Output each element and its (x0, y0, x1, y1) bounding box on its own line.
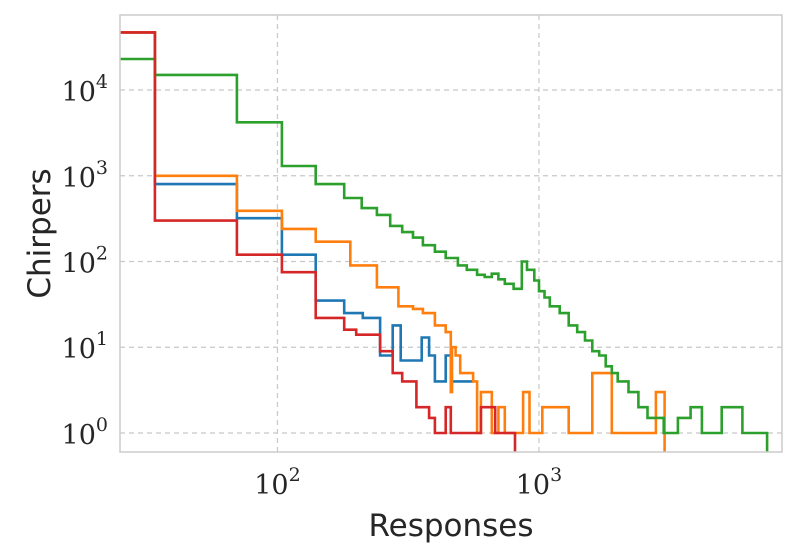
y-axis-ticks: 104 103 102 101 100 (62, 71, 108, 451)
series-group (120, 31, 769, 452)
series-line-3 (120, 57, 769, 452)
x-axis-label: Responses (368, 508, 533, 544)
y-tick-label: 102 (62, 243, 108, 280)
x-tick-label: 102 (254, 464, 300, 501)
series-line-1 (120, 31, 474, 383)
y-tick-label: 100 (62, 414, 108, 451)
y-tick-label: 101 (62, 328, 108, 365)
series-line-4 (120, 31, 517, 452)
y-tick-label: 103 (62, 157, 108, 194)
y-tick-label: 104 (62, 71, 108, 108)
series-line-2 (120, 31, 666, 452)
y-axis-label: Chirpers (22, 168, 58, 298)
x-tick-label: 103 (516, 464, 562, 501)
plot-frame (119, 14, 783, 453)
x-axis-ticks: 102 103 (254, 464, 562, 501)
